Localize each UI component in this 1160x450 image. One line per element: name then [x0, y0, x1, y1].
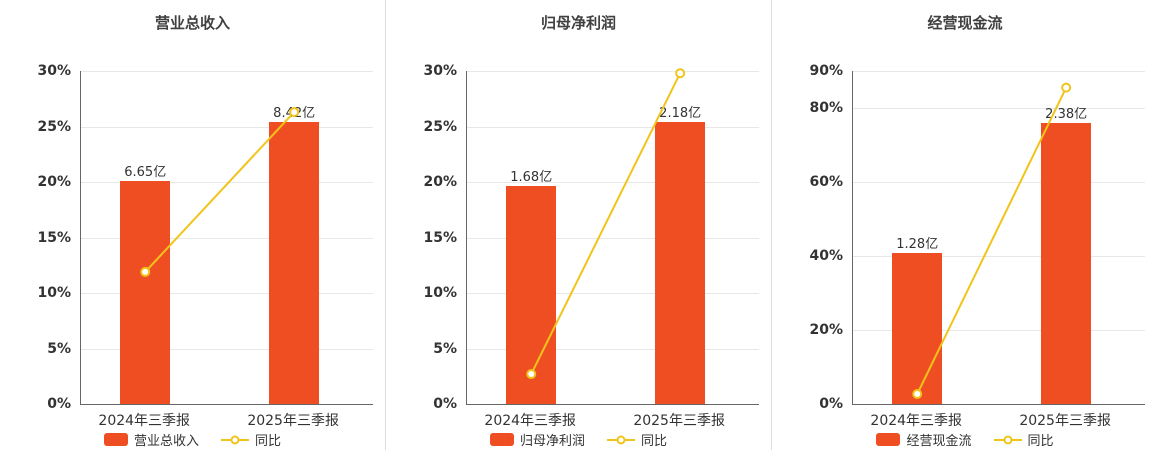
y-axis-tick-label: 60%: [809, 174, 843, 190]
chart-title: 营业总收入: [154, 14, 230, 32]
x-axis-label: 2025年三季报: [633, 413, 725, 429]
bar-value-label: 6.65亿: [124, 164, 167, 180]
y-axis-tick-label: 30%: [423, 63, 457, 79]
y-axis-tick-label: 20%: [423, 174, 457, 190]
legend-item-bar[interactable]: 归母净利润: [489, 430, 585, 449]
x-axis: 2024年三季报 2025年三季报: [80, 410, 372, 429]
bar-swatch-icon: [876, 433, 901, 446]
gridline: [467, 126, 759, 128]
bar: [1041, 123, 1092, 404]
gridline: [81, 126, 373, 128]
legend-bar-label: 经营现金流: [906, 434, 972, 449]
y-axis-tick-label: 15%: [423, 229, 457, 246]
bar-swatch-icon: [489, 433, 514, 446]
x-axis-label: 2024年三季报: [484, 413, 577, 429]
y-axis-tick-label: 0%: [819, 396, 843, 412]
gridline: [853, 182, 1145, 183]
x-axis: 2024年三季报 2025年三季报: [466, 410, 758, 429]
y-axis-tick-label: 5%: [433, 340, 457, 357]
chart-panel-operating-cash-flow: 经营现金流 0% 20% 40% 60% 80% 90% 1.28亿 2.38亿 2024年三…: [772, 0, 1158, 450]
gridline: [853, 108, 1145, 109]
legend-item-bar[interactable]: 经营现金流: [876, 430, 972, 449]
gridline: [81, 293, 373, 294]
x-axis-label: 2024年三季报: [870, 413, 963, 429]
y-axis-tick-label: 30%: [37, 63, 71, 79]
legend: 经营现金流 同比: [772, 430, 1158, 449]
bar: [506, 186, 557, 404]
chart-title: 归母净利润: [540, 14, 616, 32]
bar: [269, 122, 320, 404]
gridline: [467, 71, 759, 72]
y-axis-tick-label: 10%: [423, 285, 457, 301]
plot-area: 0% 5% 10% 15% 20% 25% 30% 6.65亿 8.42亿: [37, 63, 373, 412]
x-axis-label: 2025年三季报: [247, 413, 339, 429]
y-axis-tick-label: 0%: [433, 396, 457, 412]
chart-title: 经营现金流: [927, 14, 1003, 32]
plot-area: 0% 5% 10% 15% 20% 25% 30% 1.68亿 2.18亿: [423, 63, 759, 412]
x-axis-label: 2024年三季报: [98, 413, 191, 429]
y-axis-tick-label: 25%: [37, 118, 71, 135]
line-marker-icon: [607, 435, 635, 444]
gridline: [81, 348, 373, 350]
legend-line-label: 同比: [255, 434, 282, 449]
legend-item-line[interactable]: 同比: [221, 430, 281, 449]
y-axis-tick-label: 20%: [37, 174, 71, 190]
y-axis-tick-label: 10%: [37, 285, 71, 301]
bar-value-label: 2.38亿: [1045, 107, 1088, 123]
y-axis-tick-label: 25%: [423, 118, 457, 135]
gridline: [853, 71, 1145, 72]
y-axis-tick-label: 0%: [47, 396, 71, 412]
bar: [892, 253, 943, 404]
bar: [120, 180, 171, 404]
gridline: [81, 71, 373, 72]
y-axis-tick-label: 20%: [809, 322, 843, 338]
y-axis-tick-label: 5%: [47, 340, 71, 357]
y-axis-tick-label: 15%: [37, 229, 71, 246]
line-marker-icon: [993, 435, 1022, 444]
legend-item-line[interactable]: 同比: [993, 430, 1054, 449]
chart-panel-net-profit: 归母净利润 0% 5% 10% 15% 20% 25% 30% 1.68亿 2.18亿 2024…: [386, 0, 772, 450]
x-axis-label: 2025年三季报: [1019, 413, 1111, 429]
bar-swatch-icon: [103, 433, 128, 446]
line-point-marker: [1061, 82, 1072, 93]
line-marker-icon: [221, 435, 249, 444]
legend-line-label: 同比: [1027, 434, 1054, 449]
legend-item-line[interactable]: 同比: [607, 430, 667, 449]
legend-bar-label: 归母净利润: [519, 434, 585, 449]
y-axis-tick-label: 90%: [809, 63, 843, 79]
bar-value-label: 2.18亿: [659, 106, 702, 122]
legend-line-label: 同比: [641, 434, 668, 449]
y-axis-tick-label: 80%: [809, 100, 843, 116]
bar-value-label: 1.68亿: [510, 170, 553, 186]
y-axis-tick-label: 40%: [809, 248, 843, 264]
legend-item-bar[interactable]: 营业总收入: [103, 430, 199, 449]
x-axis: 2024年三季报 2025年三季报: [852, 410, 1144, 429]
chart-panel-operating-revenue: 营业总收入 0% 5% 10% 15% 20% 25% 30% 6.65亿 8.42亿 2024…: [0, 0, 386, 450]
legend: 营业总收入 同比: [0, 430, 385, 449]
bar-value-label: 1.28亿: [896, 237, 939, 253]
legend-bar-label: 营业总收入: [133, 434, 199, 449]
bar: [655, 122, 706, 404]
legend: 归母净利润 同比: [386, 430, 771, 449]
plot-area: 0% 20% 40% 60% 80% 90% 1.28亿 2.38亿: [809, 63, 1145, 412]
bar-value-label: 8.42亿: [273, 106, 316, 122]
